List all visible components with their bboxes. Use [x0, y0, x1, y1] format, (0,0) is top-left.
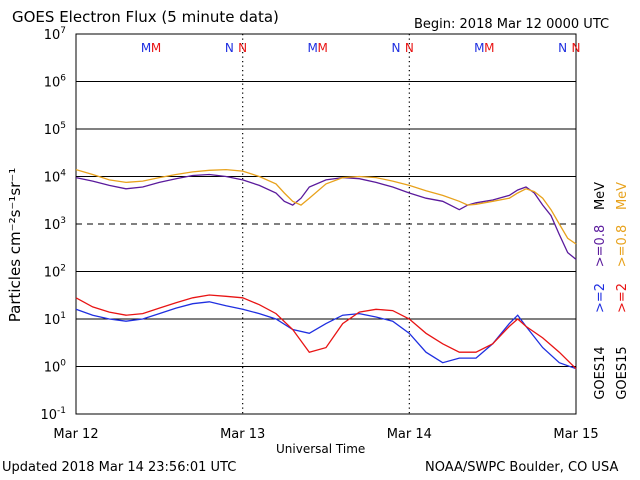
legend-goes14: GOES14	[593, 346, 608, 399]
y-tick-label: 102	[44, 264, 66, 281]
marker-label: M	[151, 41, 161, 55]
x-axis-label: Universal Time	[276, 442, 366, 456]
y-tick-label: 101	[44, 311, 66, 328]
marker-label: M	[141, 41, 151, 55]
legend-mev-label-2: MeV	[615, 182, 630, 210]
legend-goes14-2: >=2	[593, 283, 608, 313]
legend-goes15-08: >=0.8	[615, 225, 630, 267]
y-tick-label: 10-1	[40, 406, 66, 423]
chart-title: GOES Electron Flux (5 minute data)	[12, 8, 279, 26]
marker-label: N	[572, 41, 581, 55]
x-tick-label: Mar 13	[220, 427, 265, 442]
series-line	[75, 168, 577, 245]
y-tick-labels: 10-1 100 101 102 103 104 105 106 107	[40, 26, 66, 423]
series-line	[75, 294, 577, 370]
y-tick-label: 103	[44, 216, 66, 233]
plot-frame	[75, 33, 577, 415]
right-legend: MeV >=0.8 >=0.8 MeV >=2 >=2 GOES14 GOES1…	[593, 182, 630, 400]
y-tick-label: 105	[44, 121, 66, 138]
x-tick-labels: Mar 12 Mar 13 Mar 14 Mar 15	[53, 427, 598, 442]
marker-label: M	[307, 41, 317, 55]
marker-label: N	[225, 41, 234, 55]
legend-goes15: GOES15	[615, 346, 630, 399]
begin-time: Begin: 2018 Mar 12 0000 UTC	[414, 17, 610, 32]
y-axis-label: Particles cm⁻²s⁻¹sr⁻¹	[6, 168, 24, 322]
series-line	[75, 173, 577, 260]
y-tick-label: 100	[44, 359, 67, 376]
marker-label: N	[405, 41, 414, 55]
grid-lines	[76, 81, 576, 367]
legend-mev-label: MeV	[593, 182, 608, 210]
x-tick-label: Mar 15	[553, 427, 598, 442]
marker-label: M	[474, 41, 484, 55]
marker-label: M	[484, 41, 494, 55]
x-tick-label: Mar 14	[387, 427, 432, 442]
credit-line: NOAA/SWPC Boulder, CO USA	[425, 460, 619, 475]
y-tick-label: 104	[44, 169, 67, 186]
marker-label: N	[558, 41, 567, 55]
series-layer	[75, 168, 577, 370]
marker-label: N	[392, 41, 401, 55]
x-tick-label: Mar 12	[53, 427, 98, 442]
legend-goes14-08: >=0.8	[593, 225, 608, 267]
y-tick-label: 106	[44, 74, 67, 91]
y-tick-label: 107	[44, 26, 66, 43]
marker-label: M	[317, 41, 327, 55]
marker-label: N	[238, 41, 247, 55]
series-line	[75, 301, 577, 370]
day-divider-ticks	[242, 34, 410, 414]
legend-goes15-2: >=2	[615, 283, 630, 313]
updated-timestamp: Updated 2018 Mar 14 23:56:01 UTC	[2, 460, 237, 475]
